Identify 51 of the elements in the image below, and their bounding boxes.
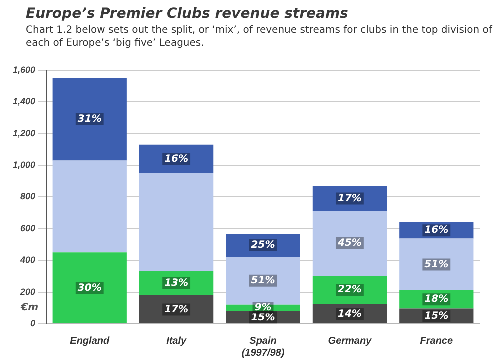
bar [226, 234, 300, 257]
chart-subtitle: Chart 1.2 below sets out the split, or ‘mix’, of revenue streams for clubs in the top division of each of Europe’s ‘big five’ Leagues. [26, 24, 494, 50]
bar [140, 295, 214, 324]
bar [52, 252, 127, 324]
annotation: 30% [78, 282, 102, 294]
bar [400, 238, 474, 291]
bar [140, 271, 214, 296]
y-tick-label: 1,400 [12, 96, 36, 107]
y-tick-label: 1,200 [12, 128, 36, 138]
bar [140, 173, 214, 272]
annotation: 25% [251, 240, 276, 251]
annotation: 13% [164, 278, 189, 290]
x-tick-label: England [70, 336, 110, 347]
y-tick-label: 200 [19, 286, 36, 297]
annotation: 51% [251, 275, 276, 286]
annotation: 16% [164, 154, 189, 165]
annotation: 17% [338, 193, 362, 204]
bar [400, 222, 474, 239]
y-tick-label: 400 [19, 255, 36, 266]
chart-title: Europe’s Premier Clubs revenue streams [26, 6, 348, 22]
annotation: 45% [336, 238, 362, 250]
y-tick-label: 600 [20, 223, 36, 234]
annotation: 17% [164, 304, 189, 316]
bar [400, 290, 474, 309]
y-tick-label: 1,600 [12, 64, 36, 75]
bar [312, 304, 388, 324]
bar [312, 276, 388, 304]
bar [52, 78, 127, 161]
x-tick-label: Italy [166, 336, 188, 347]
bar [312, 186, 388, 211]
annotation: 22% [338, 284, 362, 296]
annotation: 31% [78, 114, 102, 126]
bar [400, 308, 474, 324]
annotation: 15% [251, 312, 276, 324]
y-axis-title: €m [20, 302, 39, 314]
bar [52, 160, 127, 253]
annotation: 16% [424, 225, 449, 236]
y-tick-label: 0 [30, 318, 36, 328]
annotation: 9% [254, 302, 272, 314]
bar [312, 210, 388, 276]
y-tick-label: 1,000 [12, 160, 36, 170]
x-tick-label: Germany [328, 336, 372, 347]
bar [226, 256, 300, 305]
annotation: 18% [424, 294, 449, 306]
y-tick-label: 800 [20, 192, 36, 202]
annotation: 15% [424, 310, 449, 322]
bar [140, 144, 214, 174]
x-tick-label: Spain (1997/98) [242, 336, 286, 359]
annotation: 51% [424, 259, 449, 270]
annotation: 14% [338, 308, 362, 320]
x-tick-label: France [420, 336, 454, 347]
